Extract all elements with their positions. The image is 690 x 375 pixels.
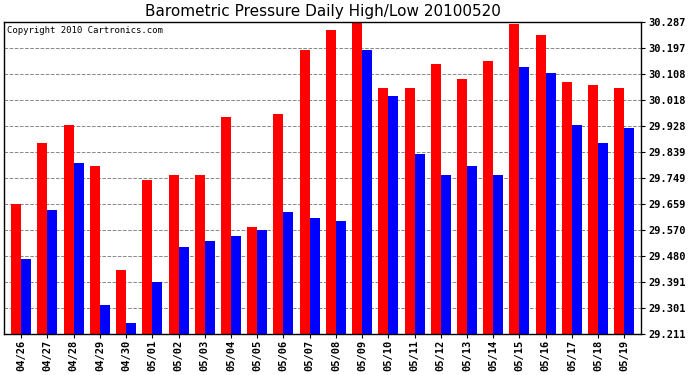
Bar [90,166,100,334]
Bar [205,242,215,334]
Bar [142,180,152,334]
Bar [310,218,319,334]
Bar [509,24,520,334]
Bar [11,204,21,334]
Bar [179,247,188,334]
Bar [572,125,582,334]
Title: Barometric Pressure Daily High/Low 20100520: Barometric Pressure Daily High/Low 20100… [145,4,501,19]
Bar [520,67,529,334]
Bar [231,236,241,334]
Bar [48,210,57,334]
Bar [21,259,31,334]
Bar [388,96,398,334]
Bar [457,79,467,334]
Bar [624,128,634,334]
Bar [126,323,136,334]
Bar [247,227,257,334]
Bar [299,50,310,334]
Bar [562,82,572,334]
Bar [483,62,493,334]
Text: Copyright 2010 Cartronics.com: Copyright 2010 Cartronics.com [8,26,164,35]
Bar [362,50,372,334]
Bar [546,73,555,334]
Bar [168,175,179,334]
Bar [415,154,424,334]
Bar [100,305,110,334]
Bar [195,175,205,334]
Bar [116,270,126,334]
Bar [598,143,608,334]
Bar [431,64,441,334]
Bar [37,143,48,334]
Bar [614,88,624,334]
Bar [74,163,83,334]
Bar [284,212,293,334]
Bar [404,88,415,334]
Bar [221,117,231,334]
Bar [467,166,477,334]
Bar [273,114,284,334]
Bar [63,125,74,334]
Bar [535,35,546,334]
Bar [336,221,346,334]
Bar [257,230,267,334]
Bar [378,88,388,334]
Bar [326,30,336,334]
Bar [352,21,362,334]
Bar [493,175,503,334]
Bar [588,85,598,334]
Bar [152,282,162,334]
Bar [441,175,451,334]
